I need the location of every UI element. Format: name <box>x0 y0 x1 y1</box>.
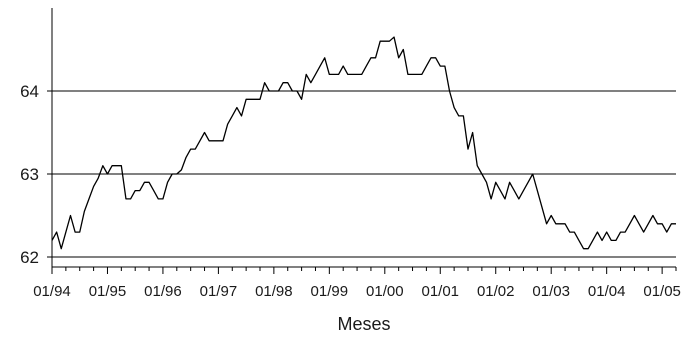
y-gridlines <box>52 90 676 258</box>
x-tick-label: 01/98 <box>255 283 293 300</box>
y-tick-label: 64 <box>20 82 39 101</box>
x-axis-title: Meses <box>337 314 390 334</box>
x-tick-label: 01/96 <box>144 283 182 300</box>
x-tick-label: 01/99 <box>311 283 349 300</box>
y-tick-label: 63 <box>20 165 39 184</box>
x-tick-label: 01/05 <box>643 283 681 300</box>
series-line <box>51 36 676 250</box>
y-axis-ticks: 62 63 64 <box>20 82 52 267</box>
x-tick-label: 01/02 <box>477 283 515 300</box>
x-tick-label: 01/00 <box>366 283 404 300</box>
x-axis-ticks: 01/94 01/95 01/96 01/97 01/98 01/99 01/00 01/01… <box>33 267 681 300</box>
x-tick-label: 01/95 <box>89 283 127 300</box>
x-tick-label: 01/97 <box>200 283 238 300</box>
x-tick-label: 01/04 <box>588 283 626 300</box>
y-tick-label: 62 <box>20 248 39 267</box>
x-tick-label: 01/03 <box>532 283 570 300</box>
x-tick-label: 01/94 <box>33 283 71 300</box>
x-tick-label: 01/01 <box>421 283 459 300</box>
